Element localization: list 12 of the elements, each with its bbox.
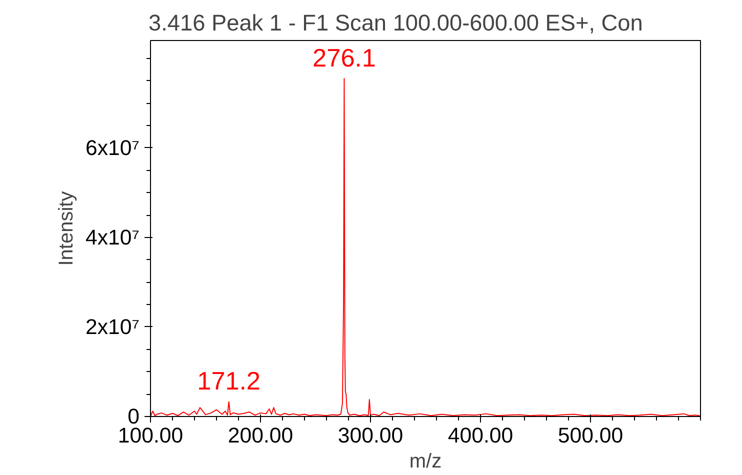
y-tick-label: 6x10⁷ (86, 136, 140, 160)
y-axis-title: Intensity (56, 191, 78, 266)
x-axis-title: m/z (409, 450, 442, 472)
annotation: 171.2 (197, 368, 261, 396)
chart-title: 3.416 Peak 1 - F1 Scan 100.00-600.00 ES+, Con (148, 10, 643, 36)
y-tick-label: 4x10⁷ (86, 225, 140, 250)
x-tick-label: 200.00 (228, 424, 294, 448)
y-tick-label: 2x10⁷ (86, 314, 140, 339)
x-tick-label: 400.00 (448, 424, 514, 448)
x-tick-label: 500.00 (558, 424, 624, 448)
annotation: 276.1 (312, 44, 376, 73)
x-tick-label: 300.00 (338, 424, 404, 448)
